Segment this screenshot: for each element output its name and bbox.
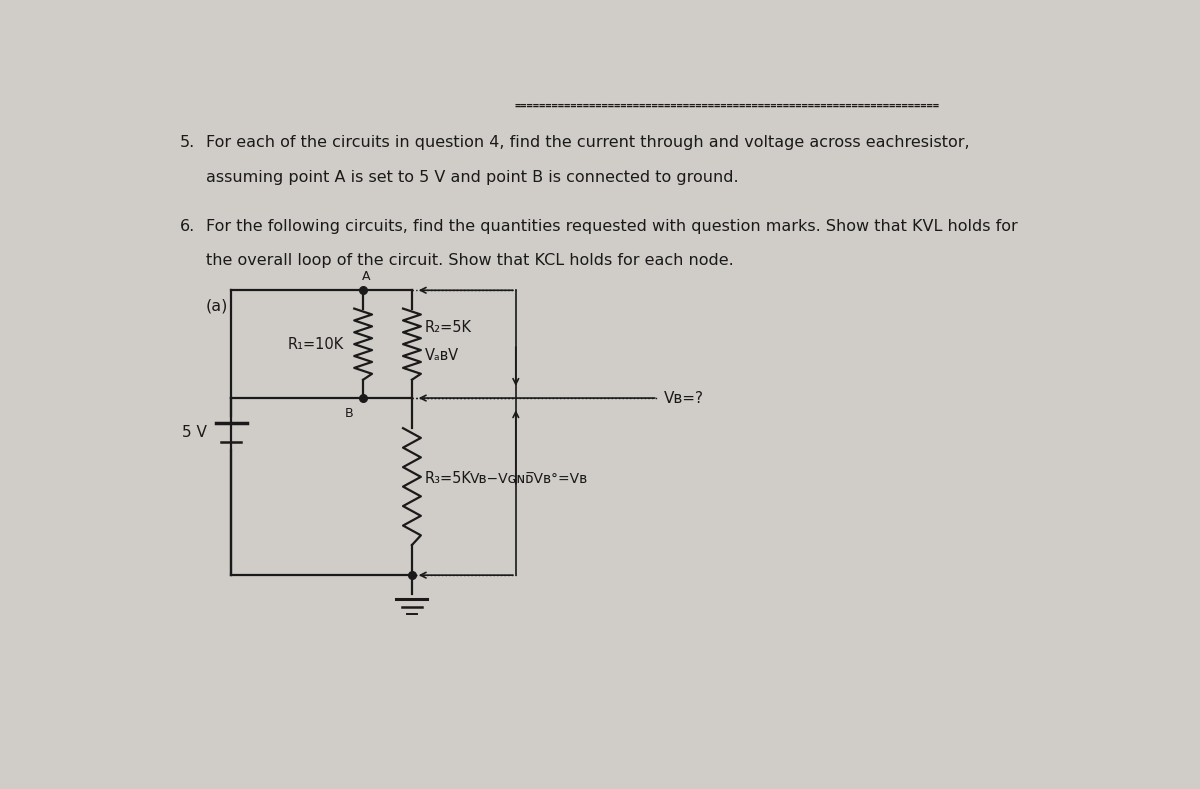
- Text: For the following circuits, find the quantities requested with question marks. S: For the following circuits, find the qua…: [206, 219, 1018, 234]
- Text: R₁=10K: R₁=10K: [288, 337, 343, 352]
- Text: Vʙ=?: Vʙ=?: [664, 391, 704, 406]
- Text: R₂=5K: R₂=5K: [425, 320, 472, 335]
- Text: ====================================================================: ========================================…: [514, 101, 940, 110]
- Text: the overall loop of the circuit. Show that KCL holds for each node.: the overall loop of the circuit. Show th…: [206, 253, 733, 268]
- Text: VₐʙV: VₐʙV: [425, 348, 460, 363]
- Text: 5.: 5.: [180, 135, 194, 150]
- Text: A: A: [362, 270, 371, 282]
- Text: 5 V: 5 V: [181, 425, 206, 440]
- Text: Vʙ−Vɢɴᴅ̅Vʙ°=Vʙ: Vʙ−Vɢɴᴅ̅Vʙ°=Vʙ: [470, 472, 588, 486]
- Text: 6.: 6.: [180, 219, 194, 234]
- Text: R₃=5K: R₃=5K: [425, 471, 472, 486]
- Text: For each of the circuits in question 4, find the current through and voltage acr: For each of the circuits in question 4, …: [206, 135, 970, 150]
- Text: (a): (a): [206, 299, 228, 314]
- Text: assuming point A is set to 5 V and point B is connected to ground.: assuming point A is set to 5 V and point…: [206, 170, 738, 185]
- Text: B: B: [346, 407, 354, 421]
